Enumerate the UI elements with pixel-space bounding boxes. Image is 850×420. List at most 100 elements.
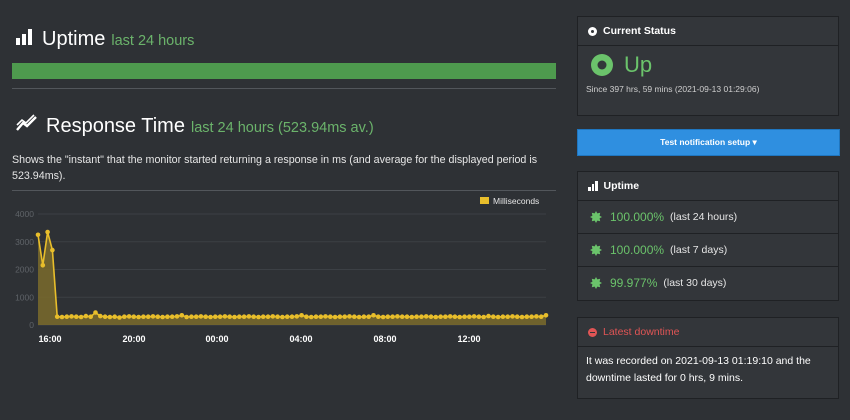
data-point <box>241 314 247 319</box>
data-point <box>260 314 266 319</box>
uptime-list: 100.000% (last 24 hours) 100.000% (last 7 d… <box>578 201 838 299</box>
data-point <box>380 314 386 320</box>
uptime-period-label: (last 24 hours) <box>670 211 738 223</box>
data-point <box>131 314 137 319</box>
data-point <box>419 314 424 319</box>
data-point <box>491 314 496 319</box>
data-point <box>376 314 381 319</box>
data-point <box>395 314 400 319</box>
status-row: Up <box>578 46 838 78</box>
data-point <box>203 314 208 319</box>
uptime-item: 99.977% (last 30 days) <box>578 267 838 299</box>
data-point <box>40 263 46 268</box>
divider <box>12 190 556 191</box>
data-point <box>323 314 328 319</box>
data-point <box>447 314 453 319</box>
divider <box>12 88 556 89</box>
data-point <box>337 314 343 319</box>
latest-downtime-label: Latest downtime <box>603 326 680 338</box>
data-point <box>246 314 252 319</box>
data-point <box>308 314 314 320</box>
x-tick-label: 16:00 <box>38 334 61 344</box>
data-point <box>505 314 511 319</box>
y-tick-label: 2000 <box>15 265 34 275</box>
legend-label: Milliseconds <box>493 196 539 206</box>
data-point <box>538 314 544 319</box>
uptime-period-label: (last 7 days) <box>670 244 728 256</box>
data-point <box>208 314 213 320</box>
data-point <box>265 314 271 319</box>
current-status-header: Current Status <box>578 17 838 46</box>
data-point <box>332 314 338 320</box>
data-point <box>74 314 79 319</box>
data-point <box>165 314 170 319</box>
uptime-panel-header: Uptime <box>578 172 838 201</box>
uptime-percentage: 100.000% <box>610 243 665 257</box>
data-point <box>88 314 93 319</box>
data-point <box>59 314 65 320</box>
data-point <box>232 314 237 320</box>
data-point <box>280 314 285 320</box>
test-notification-button[interactable]: Test notification setup ▾ <box>577 129 840 156</box>
data-point <box>141 314 146 319</box>
data-point <box>352 314 357 319</box>
data-point <box>213 314 218 319</box>
alert-circle-icon <box>588 327 597 337</box>
uptime-panel: Uptime 100.000% (last 24 hours) 100.000% (l… <box>577 171 839 301</box>
data-point <box>98 313 103 319</box>
data-point <box>510 314 515 319</box>
bar-chart-icon <box>16 29 32 45</box>
data-point <box>438 314 443 319</box>
uptime-item: 100.000% (last 7 days) <box>578 234 838 267</box>
data-point <box>500 314 506 319</box>
uptime-bar[interactable] <box>12 63 556 79</box>
data-point <box>366 314 372 319</box>
legend-swatch <box>480 197 489 204</box>
data-point <box>328 314 333 319</box>
data-point <box>414 314 419 319</box>
uptime-percentage: 100.000% <box>610 210 665 224</box>
data-point <box>347 314 352 319</box>
data-point <box>78 314 84 320</box>
data-point <box>385 314 391 319</box>
data-point <box>69 314 74 319</box>
data-point <box>222 314 228 319</box>
downtime-text: It was recorded on 2021-09-13 01:19:10 a… <box>586 355 811 384</box>
data-point <box>467 314 472 319</box>
data-point <box>193 314 199 319</box>
data-point <box>107 314 113 320</box>
y-tick-label: 0 <box>29 320 34 330</box>
data-point <box>428 314 434 319</box>
data-point <box>35 232 41 238</box>
data-point <box>289 314 295 319</box>
uptime-heading: Uptime last 24 hours <box>16 28 194 51</box>
response-title: Response Time <box>46 115 185 137</box>
response-description: Shows the "instant" that the monitor sta… <box>12 154 538 182</box>
data-point <box>529 314 534 319</box>
x-tick-label: 00:00 <box>205 334 228 344</box>
latest-downtime-panel: Latest downtime It was recorded on 2021-… <box>577 317 839 399</box>
data-point <box>270 314 276 319</box>
data-point <box>443 314 448 319</box>
uptime-percentage: 99.977% <box>610 276 658 290</box>
data-point <box>313 314 319 319</box>
data-point <box>112 314 117 319</box>
data-point <box>534 314 539 319</box>
data-point <box>54 314 60 319</box>
data-point <box>404 314 410 319</box>
response-time-chart[interactable]: 0 1000 2000 3000 4000 16:00 20:00 00:00 04:00 08:… <box>12 192 556 352</box>
uptime-period-label: (last 30 days) <box>663 277 727 289</box>
data-point <box>251 314 256 319</box>
up-status-icon <box>591 54 613 76</box>
data-point <box>318 314 324 319</box>
data-point <box>83 313 89 319</box>
data-point <box>294 314 300 319</box>
data-point <box>184 314 189 320</box>
badge-icon <box>590 211 602 223</box>
data-point <box>45 229 50 235</box>
data-point <box>452 314 458 319</box>
data-point <box>275 314 280 319</box>
data-point <box>150 314 156 319</box>
y-tick-label: 4000 <box>15 209 34 219</box>
data-point <box>174 314 180 319</box>
